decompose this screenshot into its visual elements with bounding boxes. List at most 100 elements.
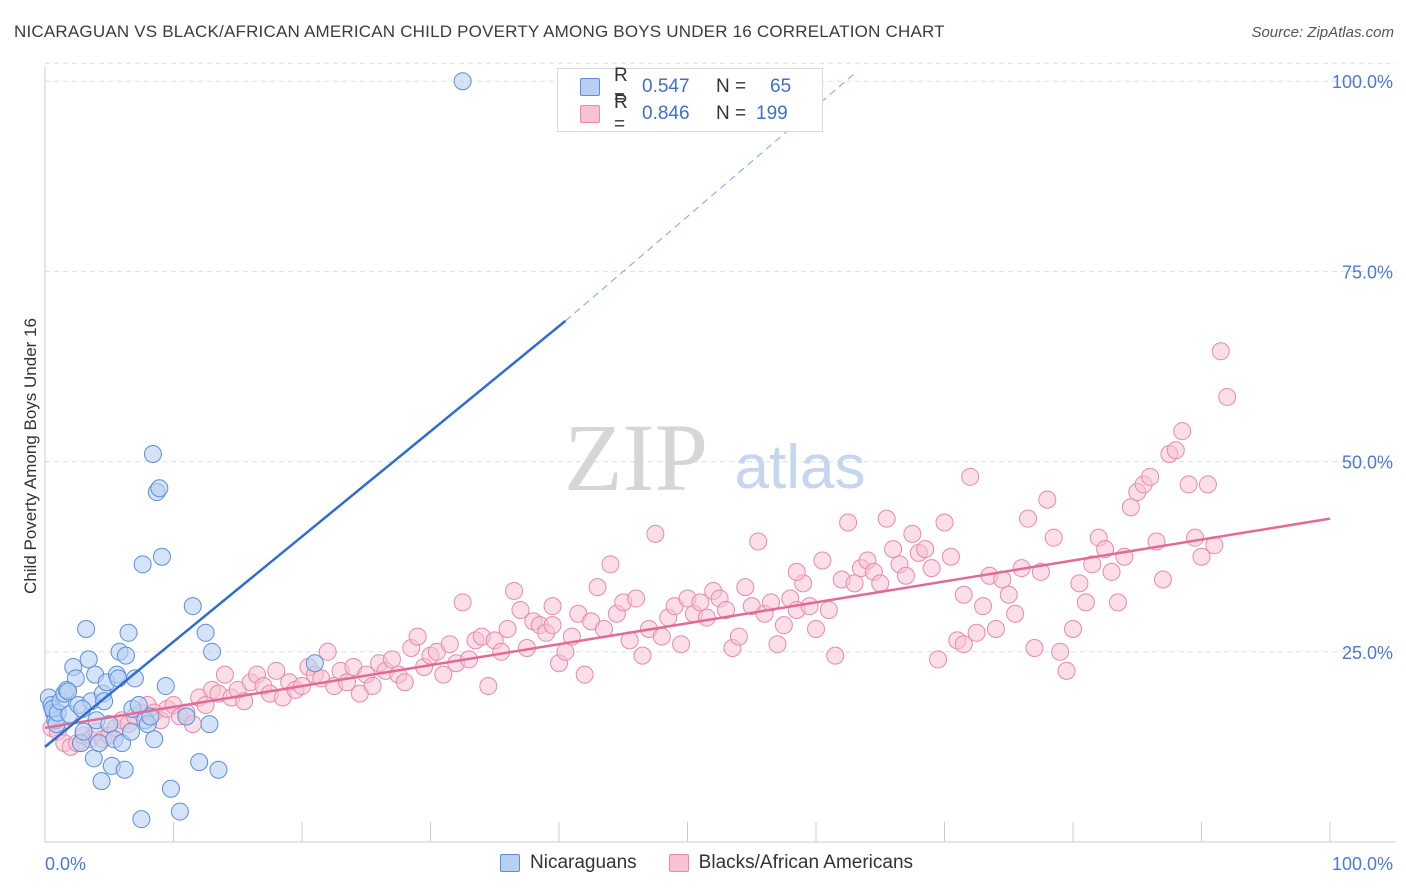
point-blacks: [318, 642, 337, 661]
point-blacks: [935, 513, 954, 532]
legend-swatch-blacks: [668, 854, 689, 872]
correlation-legend: R = 0.547 N = 65 R = 0.846 N = 199: [557, 65, 823, 135]
point-blacks: [774, 616, 793, 635]
point-blacks: [395, 673, 414, 692]
point-nicaraguans: [177, 707, 196, 726]
source-label: Source: ZipAtlas.com: [1251, 24, 1394, 41]
series-nicaraguans-points: [39, 72, 472, 829]
point-nicaraguans: [89, 734, 108, 753]
point-blacks: [813, 551, 832, 570]
point-blacks: [1211, 342, 1230, 361]
point-blacks: [967, 623, 986, 642]
point-blacks: [1186, 528, 1205, 547]
watermark: ZIP atlas: [564, 404, 865, 511]
legend-r-label: R =: [614, 65, 628, 108]
point-blacks: [601, 555, 620, 574]
point-blacks: [1044, 528, 1063, 547]
point-nicaraguans: [152, 547, 171, 566]
trendline-blacks: [44, 517, 1331, 730]
point-blacks: [434, 665, 453, 684]
point-blacks: [511, 600, 530, 619]
point-blacks: [736, 578, 755, 597]
point-blacks: [1198, 475, 1217, 494]
point-nicaraguans: [77, 619, 96, 638]
point-blacks: [1166, 441, 1185, 460]
point-blacks: [787, 562, 806, 581]
point-nicaraguans: [156, 677, 175, 696]
point-nicaraguans: [59, 682, 78, 701]
chart-title: NICARAGUAN VS BLACK/AFRICAN AMERICAN CHI…: [14, 22, 945, 41]
point-blacks: [1070, 574, 1089, 593]
trendline-nicaraguans: [44, 319, 567, 748]
y-tick-label: 100.0%: [1332, 72, 1393, 92]
y-axis-label: Child Poverty Among Boys Under 16: [21, 318, 40, 594]
point-nicaraguans: [92, 772, 111, 791]
point-blacks: [749, 532, 768, 551]
point-nicaraguans: [170, 802, 189, 821]
point-nicaraguans: [125, 669, 144, 688]
point-nicaraguans: [200, 715, 219, 734]
point-blacks: [1179, 475, 1198, 494]
point-nicaraguans: [190, 753, 209, 772]
point-blacks: [871, 574, 890, 593]
point-blacks: [1192, 547, 1211, 566]
point-blacks: [1218, 387, 1237, 406]
point-nicaraguans: [183, 597, 202, 616]
point-blacks: [768, 635, 787, 654]
series-legend: Nicaraguans Blacks/African Americans: [500, 852, 945, 874]
point-blacks: [382, 650, 401, 669]
point-blacks: [1102, 562, 1121, 581]
point-blacks: [1019, 509, 1038, 528]
point-nicaraguans: [305, 654, 324, 673]
point-nicaraguans: [203, 642, 222, 661]
point-blacks: [729, 627, 748, 646]
point-nicaraguans: [95, 692, 114, 711]
point-nicaraguans: [453, 72, 472, 91]
point-blacks: [556, 642, 575, 661]
point-blacks: [896, 566, 915, 585]
point-blacks: [1051, 642, 1070, 661]
y-tick-label: 50.0%: [1342, 453, 1393, 473]
x-tick-label: 100.0%: [1332, 854, 1393, 874]
point-blacks: [453, 593, 472, 612]
point-blacks: [954, 585, 973, 604]
point-blacks: [505, 581, 524, 600]
point-nicaraguans: [143, 445, 162, 463]
axes: [44, 66, 1396, 843]
point-nicaraguans: [145, 730, 164, 749]
point-blacks: [588, 578, 607, 597]
point-blacks: [633, 646, 652, 665]
point-blacks: [954, 635, 973, 654]
point-blacks: [363, 677, 382, 696]
point-blacks: [1121, 498, 1140, 517]
watermark-atlas: atlas: [735, 433, 866, 502]
point-blacks: [1038, 490, 1057, 509]
point-nicaraguans: [119, 623, 138, 642]
point-nicaraguans: [196, 623, 215, 642]
point-blacks: [627, 589, 646, 608]
legend-n-label: N =: [716, 76, 747, 97]
y-tick-label: 25.0%: [1342, 643, 1393, 663]
legend-r-label: R =: [614, 92, 628, 135]
point-blacks: [691, 593, 710, 612]
legend-item-blacks: Blacks/African Americans: [668, 852, 914, 874]
point-blacks: [819, 600, 838, 619]
point-blacks: [916, 540, 935, 559]
watermark-zip: ZIP: [564, 404, 708, 511]
point-nicaraguans: [133, 555, 152, 574]
legend-label-nicaraguans: Nicaraguans: [530, 852, 637, 873]
point-blacks: [884, 540, 903, 559]
legend-n-value: 65: [770, 76, 792, 97]
legend-r-value: 0.846: [642, 103, 690, 124]
point-blacks: [1153, 570, 1172, 589]
point-blacks: [903, 524, 922, 543]
y-tick-label: 75.0%: [1342, 262, 1393, 282]
legend-label-blacks: Blacks/African Americans: [698, 852, 914, 873]
grid-lines: [45, 62, 1396, 653]
point-blacks: [479, 677, 498, 696]
legend-n-value: 199: [756, 103, 788, 124]
point-blacks: [974, 597, 993, 616]
legend-n-label: N =: [716, 103, 747, 124]
point-blacks: [697, 608, 716, 627]
